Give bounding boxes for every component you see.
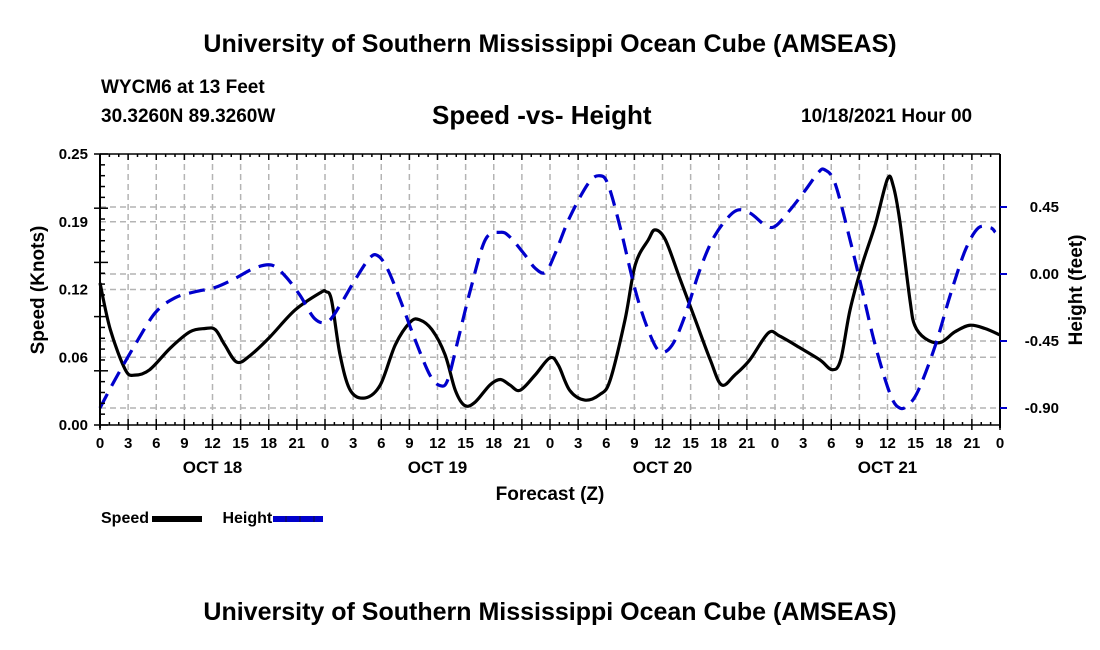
legend-swatch-height bbox=[273, 516, 324, 522]
y2-tick-label: 0.45 bbox=[1030, 199, 1059, 216]
station-label: WYCM6 at 13 Feet bbox=[101, 77, 265, 98]
footer-title: University of Southern Mississippi Ocean… bbox=[203, 598, 897, 626]
x-tick-label: 15 bbox=[682, 435, 699, 452]
x-tick-label: 21 bbox=[964, 435, 981, 452]
axes bbox=[94, 153, 1007, 430]
chart-title: Speed -vs- Height bbox=[432, 100, 652, 130]
y-tick-label: 0.06 bbox=[59, 349, 88, 366]
legend-item-height: Height bbox=[222, 510, 324, 528]
y-axis-title: Speed (Knots) bbox=[28, 226, 49, 355]
x-tick-label: 0 bbox=[771, 435, 779, 452]
x-tick-label: 6 bbox=[377, 435, 385, 452]
x-tick-label: 18 bbox=[935, 435, 952, 452]
x-tick-label: 9 bbox=[855, 435, 863, 452]
y-tick-label: 0.00 bbox=[59, 417, 88, 434]
series-line-height bbox=[98, 167, 997, 411]
x-tick-label: 18 bbox=[485, 435, 502, 452]
x-tick-label: 3 bbox=[124, 435, 132, 452]
legend-label-height: Height bbox=[222, 510, 273, 527]
x-tick-label: 15 bbox=[232, 435, 249, 452]
x-tick-label: 18 bbox=[710, 435, 727, 452]
x-tick-label: 0 bbox=[546, 435, 554, 452]
x-tick-label: 6 bbox=[152, 435, 160, 452]
day-label: OCT 18 bbox=[183, 458, 243, 477]
y-tick-label: 0.19 bbox=[59, 214, 88, 231]
tick-labels: 0 3 6 9 12 15 18 21 0 3 6 9 12 15 18 21 0 3 6 9 12 15 18 21 0 3 6 9… bbox=[59, 146, 1059, 477]
coordinates-label: 30.3260N 89.3260W bbox=[101, 106, 276, 127]
y2-tick-label: -0.45 bbox=[1025, 333, 1059, 350]
x-tick-label: 12 bbox=[429, 435, 446, 452]
legend-label-speed: Speed bbox=[101, 510, 150, 527]
x-tick-label: 12 bbox=[879, 435, 896, 452]
series-line-speed bbox=[98, 174, 1001, 408]
x-tick-label: 15 bbox=[907, 435, 924, 452]
legend: Speed Height bbox=[101, 510, 339, 528]
x-tick-label: 21 bbox=[289, 435, 306, 452]
x-tick-label: 9 bbox=[405, 435, 413, 452]
x-tick-label: 9 bbox=[180, 435, 188, 452]
y2-tick-label: -0.90 bbox=[1025, 400, 1059, 417]
x-tick-label: 6 bbox=[827, 435, 835, 452]
day-label: OCT 20 bbox=[633, 458, 693, 477]
chart: 0 3 6 9 12 15 18 21 0 3 6 9 12 15 18 21 0 3 6 9 12 15 18 21 0 3 6 9… bbox=[28, 146, 1087, 505]
x-tick-label: 9 bbox=[630, 435, 638, 452]
x-tick-label: 3 bbox=[349, 435, 357, 452]
x-tick-label: 21 bbox=[739, 435, 756, 452]
y-tick-label: 0.12 bbox=[59, 282, 88, 299]
x-tick-label: 3 bbox=[799, 435, 807, 452]
series-group bbox=[98, 167, 1001, 411]
y2-tick-label: 0.00 bbox=[1030, 266, 1059, 283]
x-tick-label: 15 bbox=[457, 435, 474, 452]
page-title: University of Southern Mississippi Ocean… bbox=[203, 30, 897, 58]
legend-swatch-speed bbox=[152, 516, 203, 522]
legend-item-speed: Speed bbox=[101, 510, 203, 528]
x-tick-label: 6 bbox=[602, 435, 610, 452]
x-tick-label: 21 bbox=[514, 435, 531, 452]
forecast-date: 10/18/2021 Hour 00 bbox=[801, 106, 973, 127]
x-tick-label: 0 bbox=[996, 435, 1004, 452]
day-label: OCT 21 bbox=[858, 458, 918, 477]
x-tick-label: 0 bbox=[96, 435, 104, 452]
x-tick-label: 12 bbox=[654, 435, 671, 452]
x-axis-title: Forecast (Z) bbox=[496, 484, 605, 505]
x-tick-label: 18 bbox=[260, 435, 277, 452]
x-tick-label: 0 bbox=[321, 435, 329, 452]
y2-axis-title: Height (feet) bbox=[1066, 235, 1087, 346]
day-label: OCT 19 bbox=[408, 458, 468, 477]
y-tick-label: 0.25 bbox=[59, 146, 88, 163]
x-tick-label: 12 bbox=[204, 435, 221, 452]
grid bbox=[100, 154, 1000, 425]
x-tick-label: 3 bbox=[574, 435, 582, 452]
